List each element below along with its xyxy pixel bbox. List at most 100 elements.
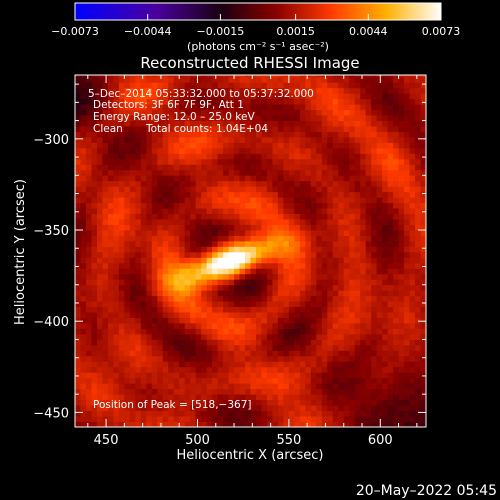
heatmap-cell — [360, 388, 367, 395]
heatmap-cell — [283, 350, 290, 357]
heatmap-cell — [393, 361, 399, 368]
heatmap-cell — [288, 383, 295, 390]
heatmap-cell — [162, 246, 169, 253]
heatmap-cell — [321, 284, 328, 291]
heatmap-cell — [102, 383, 109, 390]
heatmap-cell — [146, 175, 153, 182]
heatmap-cell — [146, 186, 153, 193]
heatmap-cell — [343, 120, 350, 127]
heatmap-cell — [184, 383, 191, 390]
heatmap-cell — [398, 158, 405, 165]
heatmap-cell — [404, 235, 410, 242]
heatmap-cell — [299, 306, 306, 313]
heatmap-cell — [107, 301, 114, 308]
heatmap-cell — [420, 333, 426, 340]
heatmap-cell — [376, 104, 383, 111]
heatmap-cell — [349, 355, 356, 362]
heatmap-cell — [299, 361, 306, 368]
heatmap-cell — [118, 361, 125, 368]
heatmap-cell — [255, 153, 262, 160]
heatmap-cell — [255, 93, 262, 100]
heatmap-cell — [85, 104, 92, 111]
heatmap-cell — [420, 82, 426, 89]
heatmap-cell — [135, 82, 142, 89]
heatmap-cell — [102, 230, 109, 236]
heatmap-cell — [272, 153, 279, 160]
heatmap-cell — [91, 394, 98, 401]
heatmap-cell — [343, 284, 350, 291]
heatmap-cell — [382, 142, 389, 149]
heatmap-cell — [206, 410, 213, 417]
heatmap-cell — [393, 333, 399, 340]
heatmap-cell — [239, 137, 246, 143]
heatmap-cell — [332, 394, 339, 401]
heatmap-cell — [321, 158, 328, 165]
heatmap-cell — [283, 394, 290, 401]
heatmap-cell — [398, 98, 405, 105]
heatmap-cell — [393, 301, 399, 308]
heatmap-cell — [294, 230, 301, 236]
heatmap-cell — [338, 169, 345, 176]
heatmap-cell — [387, 262, 394, 269]
heatmap-cell — [321, 191, 328, 198]
heatmap-cell — [212, 312, 218, 318]
heatmap-cell — [393, 87, 399, 94]
heatmap-cell — [245, 98, 251, 105]
heatmap-cell — [283, 251, 290, 258]
colorbar — [75, 3, 441, 20]
heatmap-cell — [206, 295, 213, 302]
heatmap-cell — [343, 317, 350, 324]
heatmap-cell — [343, 405, 350, 411]
heatmap-cell — [387, 224, 394, 231]
heatmap-cell — [272, 350, 279, 357]
heatmap-cell — [310, 186, 317, 193]
heatmap-cell — [261, 355, 268, 362]
heatmap-cell — [398, 191, 405, 198]
heatmap-cell — [393, 317, 399, 324]
heatmap-cell — [91, 219, 98, 225]
heatmap-cell — [277, 131, 284, 138]
heatmap-cell — [321, 98, 328, 105]
heatmap-cell — [376, 126, 383, 132]
heatmap-cell — [201, 115, 208, 121]
heatmap-cell — [371, 240, 378, 247]
heatmap-cell — [234, 219, 240, 225]
heatmap-cell — [223, 164, 229, 171]
heatmap-cell — [107, 230, 114, 236]
heatmap-cell — [212, 147, 218, 154]
heatmap-cell — [201, 93, 208, 100]
heatmap-cell — [261, 158, 268, 165]
heatmap-cell — [80, 284, 87, 291]
heatmap-cell — [288, 147, 295, 154]
heatmap-cell — [283, 372, 290, 379]
heatmap-cell — [135, 87, 142, 94]
heatmap-cell — [305, 394, 312, 401]
heatmap-cell — [332, 273, 339, 280]
heatmap-cell — [146, 76, 153, 83]
heatmap-cell — [310, 355, 317, 362]
heatmap-cell — [173, 366, 180, 373]
heatmap-cell — [382, 383, 389, 390]
heatmap-cell — [338, 355, 345, 362]
heatmap-cell — [206, 208, 213, 215]
heatmap-cell — [398, 317, 405, 324]
heatmap-cell — [255, 235, 262, 242]
heatmap-cell — [404, 164, 410, 171]
heatmap-cell — [85, 186, 92, 193]
heatmap-cell — [162, 328, 169, 335]
heatmap-cell — [272, 208, 279, 215]
heatmap-cell — [338, 142, 345, 149]
heatmap-cell — [376, 240, 383, 247]
heatmap-cell — [195, 284, 202, 291]
heatmap-cell — [146, 416, 153, 422]
heatmap-cell — [299, 180, 306, 187]
heatmap-cell — [321, 147, 328, 154]
heatmap-cell — [266, 421, 273, 427]
heatmap-cell — [201, 175, 208, 182]
heatmap-cell — [261, 295, 268, 302]
heatmap-cell — [212, 158, 218, 165]
heatmap-cell — [371, 104, 378, 111]
heatmap-cell — [124, 240, 131, 247]
heatmap-cell — [118, 416, 125, 422]
heatmap-cell — [371, 317, 378, 324]
